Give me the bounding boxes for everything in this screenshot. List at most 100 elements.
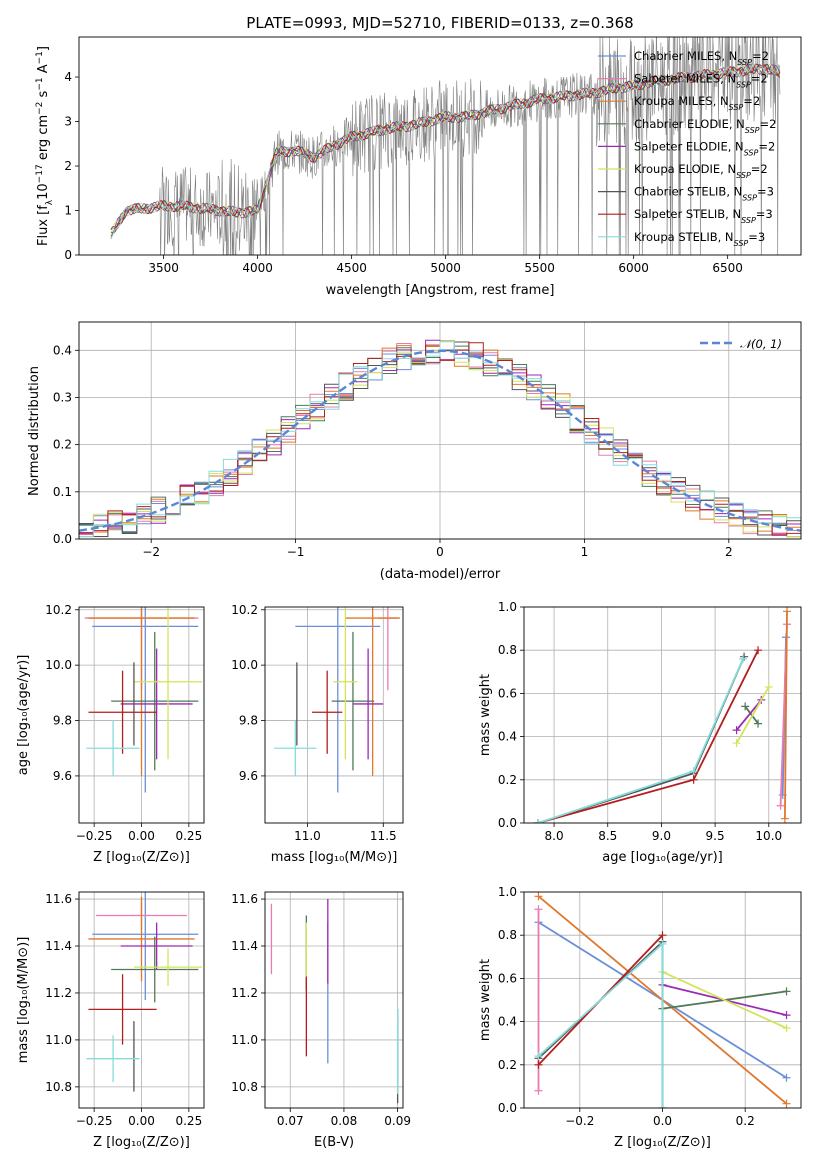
weight-marker	[782, 1024, 791, 1033]
y-tick-label: 0.3	[53, 390, 72, 404]
x-tick-label: −0.25	[76, 1114, 113, 1128]
axes-weight_vs_age: 8.0 8.5 9.0 9.5 10.0 0.0 0.2 0.4 0.6 0.8 1.0 age [l…	[478, 600, 802, 865]
weight-marker	[782, 1073, 791, 1082]
y-axis-label: mass [log₁₀(M/M⊙)]	[16, 937, 31, 1064]
x-tick-label: 10.0	[755, 829, 782, 843]
y-tick-label: 0.6	[498, 971, 517, 985]
x-tick-label: 4500	[336, 261, 367, 275]
y-axis-label: mass weight	[478, 674, 493, 756]
weight-marker	[534, 1060, 543, 1069]
y-tick-label: 10.2	[231, 603, 258, 617]
y-tick-label: 11.0	[45, 1033, 72, 1047]
weight-line	[735, 699, 762, 731]
plot-area	[270, 899, 399, 1104]
legend-entry: Chabrier ELODIE, NSSP=2	[634, 117, 776, 135]
x-tick-label: 0.00	[128, 1114, 155, 1128]
error-bar-point	[120, 922, 193, 970]
plot-area	[274, 607, 400, 793]
y-tick-label: 1	[64, 204, 72, 218]
weight-marker	[739, 654, 748, 663]
error-bar-point	[274, 720, 317, 776]
legend-entry: Kroupa ELODIE, NSSP=2	[634, 162, 768, 180]
x-tick-label: 5500	[524, 261, 555, 275]
weight-marker	[783, 607, 792, 616]
legend-entry: Salpeter STELIB, NSSP=3	[634, 207, 773, 225]
y-tick-label: 10.0	[231, 658, 258, 672]
y-tick-label: 11.4	[45, 939, 72, 953]
x-tick-label: 1	[581, 545, 589, 559]
error-bar-point	[120, 648, 193, 760]
weight-line	[537, 939, 664, 1108]
x-axis-label: wavelength [Angstrom, rest frame]	[326, 283, 555, 298]
x-tick-label: 6500	[712, 261, 743, 275]
axes-residuals: −2 −1 0 1 2 0.0 0.1 0.2 0.3 0.4 𝒩(0, 1) (data-model…	[27, 321, 802, 582]
legend-entry: Kroupa STELIB, NSSP=3	[634, 230, 765, 248]
weight-series	[533, 654, 748, 823]
weight-line	[784, 611, 788, 819]
y-tick-label: 4	[64, 70, 72, 84]
weight-marker	[533, 819, 542, 823]
axes-frame	[78, 36, 802, 256]
axes-frame	[523, 606, 802, 824]
legend-entry: Chabrier MILES, NSSP=2	[634, 49, 769, 67]
weight-line	[744, 705, 759, 725]
x-tick-label: 9.0	[652, 829, 671, 843]
weight-series	[658, 967, 791, 1033]
y-tick-label: 9.6	[53, 769, 72, 783]
y-tick-label: 0.4	[498, 730, 517, 744]
weight-series	[534, 939, 667, 1108]
error-bar-point	[92, 892, 199, 1000]
weight-marker	[732, 726, 741, 735]
y-tick-label: 9.8	[239, 714, 258, 728]
weight-marker	[658, 939, 667, 948]
y-tick-label: 9.6	[239, 769, 258, 783]
weight-marker	[534, 1052, 543, 1061]
y-tick-label: 0.0	[53, 532, 72, 546]
y-tick-label: 10.2	[45, 603, 72, 617]
weight-marker	[782, 987, 791, 996]
spectrum-data-line	[110, 37, 781, 255]
weight-marker	[782, 1099, 791, 1108]
plot-area	[79, 339, 801, 538]
x-tick-label: −1	[287, 545, 305, 559]
weight-series	[533, 652, 749, 823]
error-bar-point	[111, 631, 199, 771]
model-line-salpeter-stelib	[110, 63, 781, 234]
legend-entry: Chabrier STELIB, NSSP=3	[634, 185, 774, 203]
legend-entry: Salpeter MILES, NSSP=2	[634, 72, 768, 90]
y-tick-label: 10.8	[231, 1080, 258, 1094]
y-axis-label: mass weight	[478, 959, 493, 1041]
x-axis-label: mass [log₁₀(M/M⊙)]	[271, 850, 398, 865]
error-bar-point	[133, 948, 203, 986]
weight-marker	[689, 767, 698, 776]
weight-marker	[534, 892, 543, 901]
weight-marker	[658, 931, 667, 940]
y-tick-label: 0.0	[498, 1101, 517, 1115]
plot-area	[86, 892, 203, 1092]
figure-title: PLATE=0993, MJD=52710, FIBERID=0133, z=0…	[246, 14, 633, 32]
gaussian-curve	[79, 349, 801, 532]
legend-entry: 𝒩(0, 1)	[740, 337, 782, 351]
weight-marker	[740, 652, 749, 661]
y-tick-label: 11.6	[231, 892, 258, 906]
y-tick-label: 11.0	[231, 1033, 258, 1047]
y-tick-label: 11.2	[45, 986, 72, 1000]
x-tick-label: −2	[142, 545, 160, 559]
error-bar-point	[312, 670, 343, 754]
y-tick-label: 0.6	[498, 686, 517, 700]
y-tick-label: 0.2	[53, 438, 72, 452]
weight-series	[534, 937, 667, 1108]
weight-marker	[764, 682, 773, 691]
histogram-kroupa-stelib	[79, 341, 801, 538]
y-tick-label: 9.8	[53, 714, 72, 728]
axes-mass_vs_Z: −0.25 0.00 0.25 10.8 11.0 11.2 11.4 11.6 Z [log₁…	[16, 891, 205, 1150]
x-tick-label: 9.5	[706, 829, 725, 843]
axes-age_vs_mass: 11.0 11.5 9.6 9.8 10.0 10.2 mass [log₁₀(M/M⊙)]	[231, 603, 404, 865]
x-tick-label: 0.25	[175, 829, 202, 843]
x-tick-label: 5000	[430, 261, 461, 275]
y-tick-label: 0.2	[498, 1058, 517, 1072]
weight-marker	[689, 775, 698, 784]
x-tick-label: 6000	[618, 261, 649, 275]
error-bar-point	[111, 936, 199, 1003]
